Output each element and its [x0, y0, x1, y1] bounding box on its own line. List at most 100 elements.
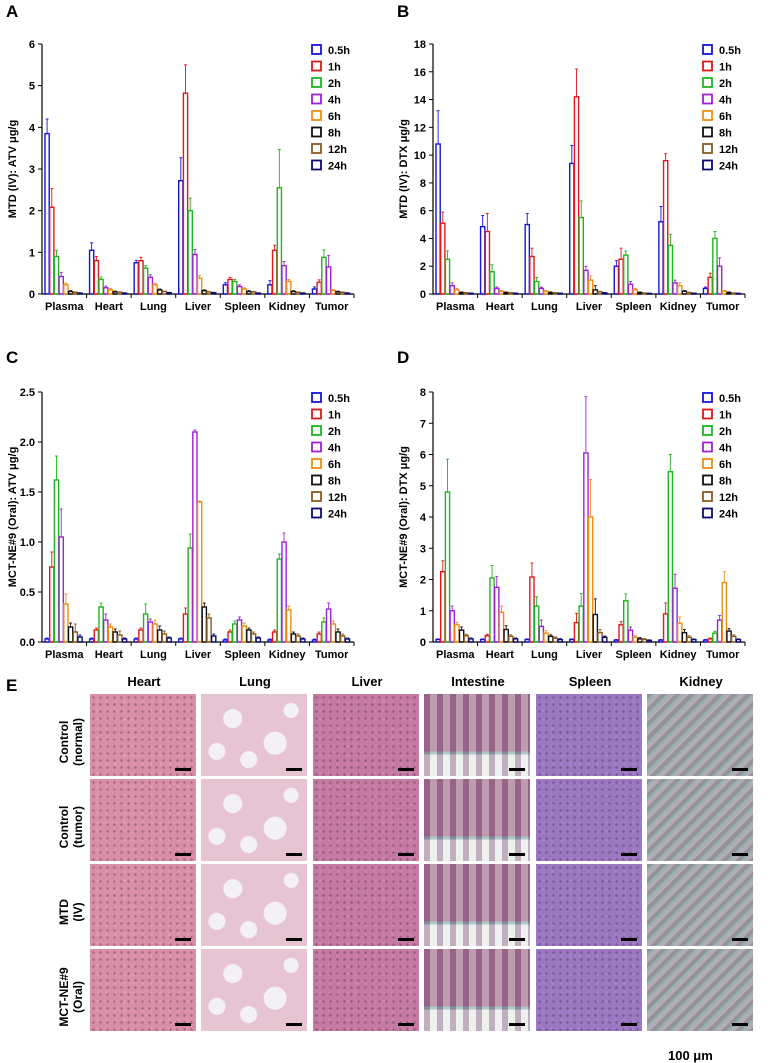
histology-image-liver [313, 949, 419, 1031]
bar [622, 600, 629, 643]
bar [241, 288, 247, 295]
bar [637, 638, 643, 643]
x-tick-label: Liver [576, 649, 603, 661]
bar [112, 291, 118, 295]
bar [339, 291, 346, 295]
legend-entry: 4h [719, 95, 732, 107]
scale-bar [398, 768, 414, 771]
bar [133, 638, 140, 643]
y-tick-label: 7 [420, 418, 426, 430]
bar [672, 587, 678, 643]
histology-row-label-mtd-iv: MTD (IV) [57, 899, 85, 925]
legend-entry: 8h [719, 476, 732, 488]
y-tick-label: 2.0 [20, 437, 35, 449]
bar [276, 187, 283, 295]
histology-image-kidney [647, 779, 753, 861]
histology-image-spleen [536, 779, 642, 861]
legend-swatch [311, 126, 322, 138]
bar [295, 635, 301, 643]
bar [300, 292, 306, 295]
scale-bar [286, 938, 302, 941]
histology-column-intestine: Intestine [451, 674, 505, 689]
histology-image-intestine [424, 694, 530, 776]
bar [613, 639, 620, 643]
x-tick-label: Lung [531, 649, 558, 661]
bar [712, 237, 718, 295]
legend-swatch [311, 392, 322, 403]
y-tick-label: 14 [414, 95, 427, 107]
bar [335, 631, 341, 643]
bar [142, 267, 149, 295]
bar [166, 637, 172, 643]
bar [730, 635, 737, 643]
bar [285, 609, 292, 643]
bar [72, 291, 79, 295]
y-tick-label: 4 [420, 512, 427, 524]
y-tick-label: 1.0 [20, 537, 35, 549]
legend-entry: 0.5h [328, 45, 350, 57]
bar [138, 629, 144, 643]
bar [210, 292, 217, 295]
histology-image-liver [313, 864, 419, 946]
x-tick-label: Heart [95, 649, 123, 661]
y-axis-label: MCT-NE#9 (Oral): ATV μg/g [7, 447, 19, 588]
bar [524, 638, 531, 643]
bar [592, 613, 599, 643]
bar [601, 636, 608, 643]
bar [662, 613, 669, 643]
bar [641, 638, 648, 643]
bar [325, 608, 332, 643]
legend-swatch [311, 491, 322, 502]
bar [618, 258, 624, 295]
bar [192, 253, 198, 295]
bar [508, 635, 514, 643]
y-tick-label: 4 [29, 122, 36, 134]
bar [479, 225, 486, 295]
bar [187, 209, 194, 295]
histology-image-lung [201, 864, 307, 946]
legend-swatch [702, 110, 713, 121]
bar [484, 635, 491, 643]
x-tick-label: Tumor [315, 301, 349, 313]
bar [597, 631, 603, 643]
legend-entry: 12h [719, 492, 738, 504]
bar [121, 292, 128, 295]
bar [147, 276, 154, 295]
bar [686, 636, 692, 643]
x-tick-label: Liver [185, 649, 212, 661]
bar [667, 470, 674, 643]
bar [444, 258, 451, 295]
bar [201, 289, 208, 295]
histology-image-intestine [424, 779, 530, 861]
legend-swatch [702, 392, 713, 403]
bar [601, 292, 608, 295]
bar [63, 603, 69, 643]
scale-bar [398, 1023, 414, 1026]
bar [587, 516, 594, 643]
x-tick-label: Kidney [660, 649, 698, 661]
bar [493, 287, 500, 295]
bar [152, 284, 158, 295]
scale-bar [175, 1023, 191, 1026]
x-tick-label: Kidney [660, 301, 698, 313]
legend-entry: 6h [719, 459, 732, 471]
bar [449, 610, 455, 643]
bar [67, 626, 74, 643]
histology-image-spleen [536, 949, 642, 1031]
scale-bar [509, 1023, 525, 1026]
bar [691, 638, 697, 643]
bar [339, 635, 346, 643]
scale-bar [509, 938, 525, 941]
bar [107, 289, 114, 295]
bar [117, 291, 123, 295]
legend-entry: 12h [328, 492, 347, 504]
bar [276, 558, 283, 643]
bar [463, 635, 470, 643]
y-tick-label: 5 [420, 481, 426, 493]
legend-entry: 8h [719, 128, 732, 140]
bar [138, 259, 144, 295]
x-tick-label: Tumor [706, 649, 740, 661]
x-tick-label: Tumor [706, 301, 740, 313]
bar [290, 290, 297, 295]
bar [107, 626, 114, 643]
